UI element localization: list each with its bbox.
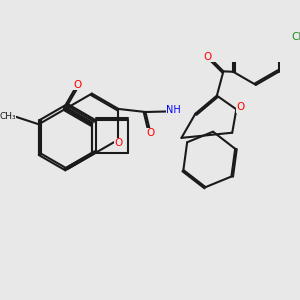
Text: CH₃: CH₃ (0, 112, 16, 121)
Text: NH: NH (167, 105, 181, 115)
Text: O: O (237, 103, 245, 112)
Text: O: O (115, 138, 123, 148)
Text: O: O (146, 128, 154, 138)
Text: O: O (203, 52, 212, 62)
Text: Cl: Cl (292, 32, 300, 42)
Text: O: O (74, 80, 82, 89)
